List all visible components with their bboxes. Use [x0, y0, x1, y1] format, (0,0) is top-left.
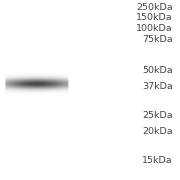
Text: 50kDa: 50kDa	[142, 66, 173, 75]
Text: 15kDa: 15kDa	[142, 156, 173, 165]
Text: 100kDa: 100kDa	[136, 24, 173, 33]
Text: 150kDa: 150kDa	[136, 14, 173, 22]
Text: 25kDa: 25kDa	[142, 111, 173, 120]
Text: 75kDa: 75kDa	[142, 35, 173, 44]
Bar	[5, 0, 68, 180]
Text: 250kDa: 250kDa	[136, 3, 173, 12]
Text: 20kDa: 20kDa	[142, 127, 173, 136]
Text: 37kDa: 37kDa	[142, 82, 173, 91]
